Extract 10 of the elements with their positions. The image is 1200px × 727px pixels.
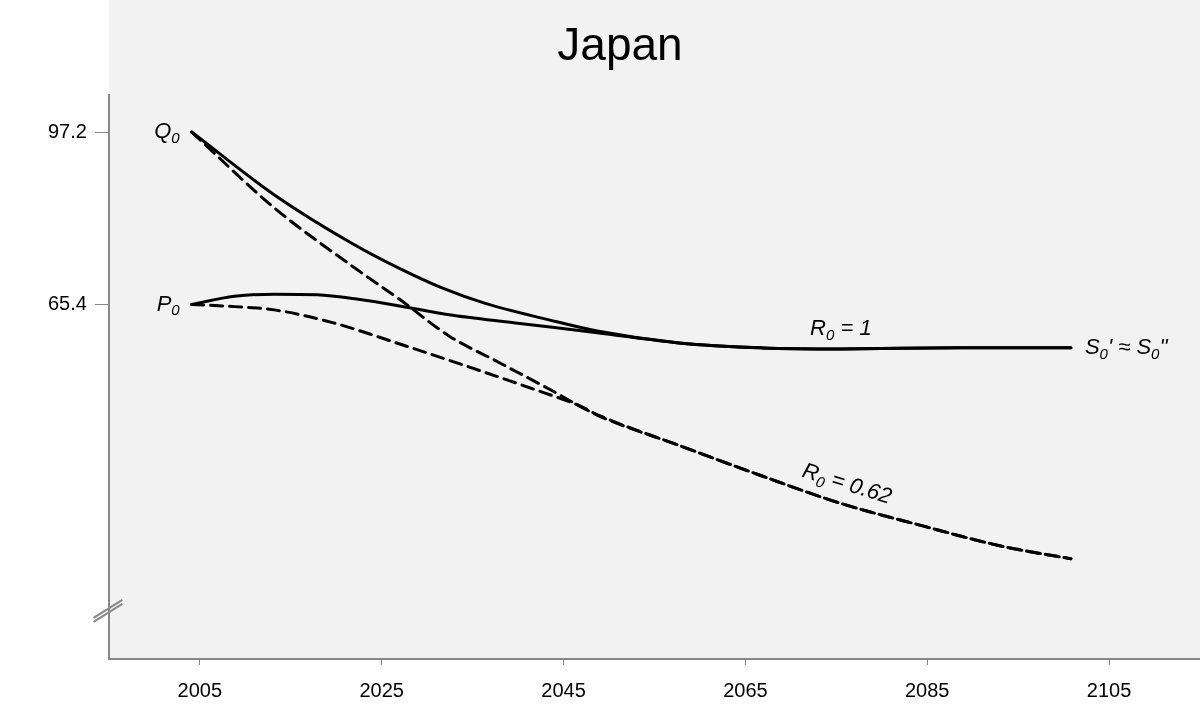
x-tick-label: 2045 [541,678,586,701]
y-tick-label: 65.4 [47,291,87,314]
x-tick-label: 2065 [723,678,768,701]
x-tick-label: 2025 [359,678,404,701]
y-tick-label: 97.2 [47,119,87,142]
x-tick-label: 2105 [1086,678,1132,701]
annotation: R0 = 0.62 [799,457,895,509]
x-tick-label: 2085 [904,678,950,701]
chart-title: Japan [557,18,683,71]
x-tick-label: 2005 [177,678,223,701]
